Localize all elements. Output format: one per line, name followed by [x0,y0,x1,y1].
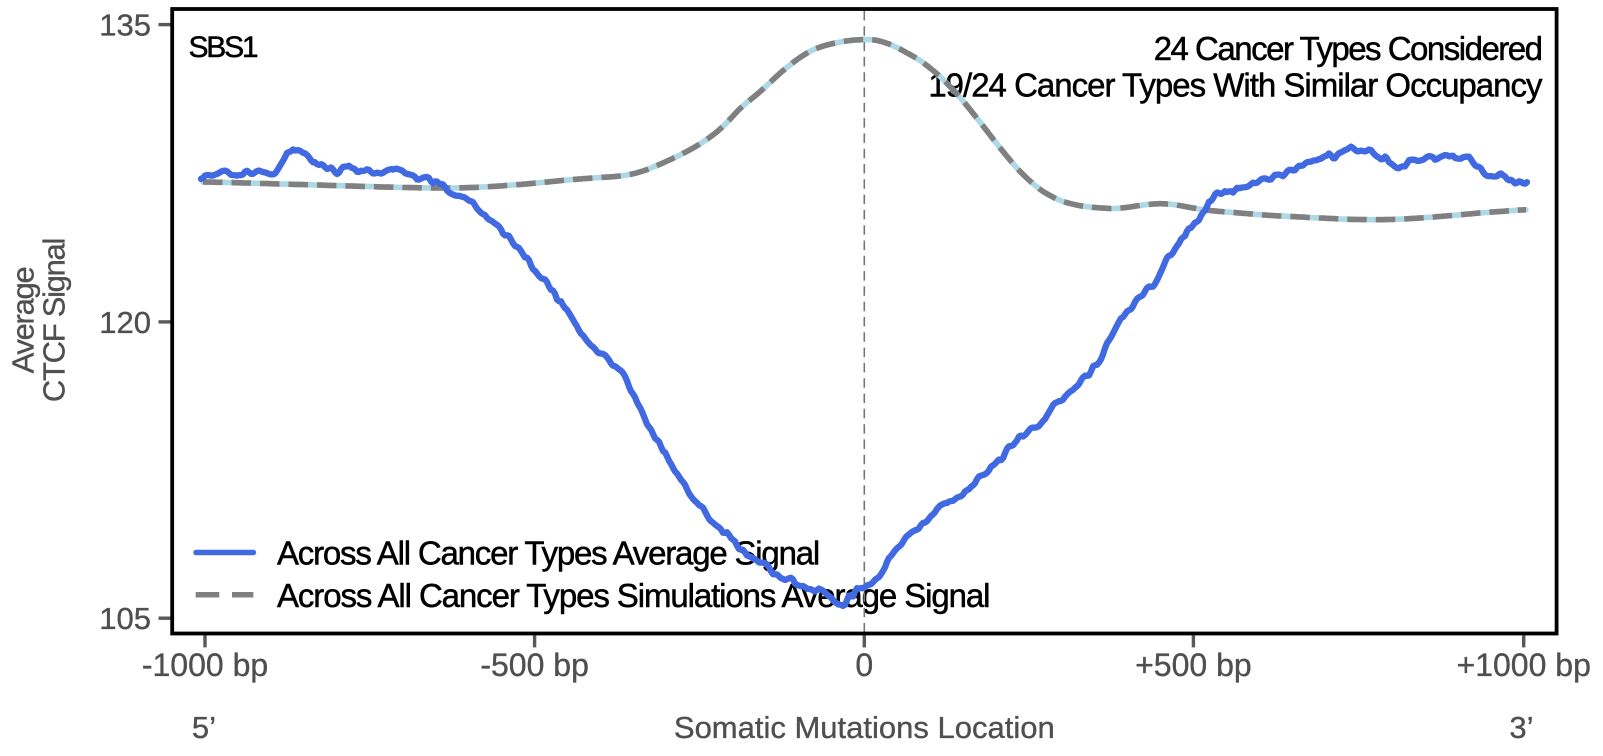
svg-text:Average: Average [6,268,41,374]
svg-text:-1000 bp: -1000 bp [142,647,268,683]
svg-text:24 Cancer Types Considered: 24 Cancer Types Considered [1154,30,1542,67]
svg-text:135: 135 [99,8,151,43]
svg-text:CTCF Signal: CTCF Signal [37,239,72,402]
svg-text:0: 0 [855,647,873,683]
svg-text:120: 120 [99,305,151,340]
svg-text:SBS1: SBS1 [189,31,258,64]
svg-text:Across All Cancer Types Simula: Across All Cancer Types Simulations Aver… [277,577,989,614]
svg-text:-500 bp: -500 bp [480,647,589,683]
svg-text:5’: 5’ [192,710,216,745]
svg-text:3’: 3’ [1509,710,1533,745]
svg-text:+1000 bp: +1000 bp [1457,647,1591,683]
svg-text:19/24 Cancer Types With Simila: 19/24 Cancer Types With Similar Occupanc… [928,67,1543,104]
svg-text:105: 105 [99,601,151,636]
svg-text:+500 bp: +500 bp [1135,647,1252,683]
svg-text:Somatic Mutations Location: Somatic Mutations Location [674,710,1055,745]
